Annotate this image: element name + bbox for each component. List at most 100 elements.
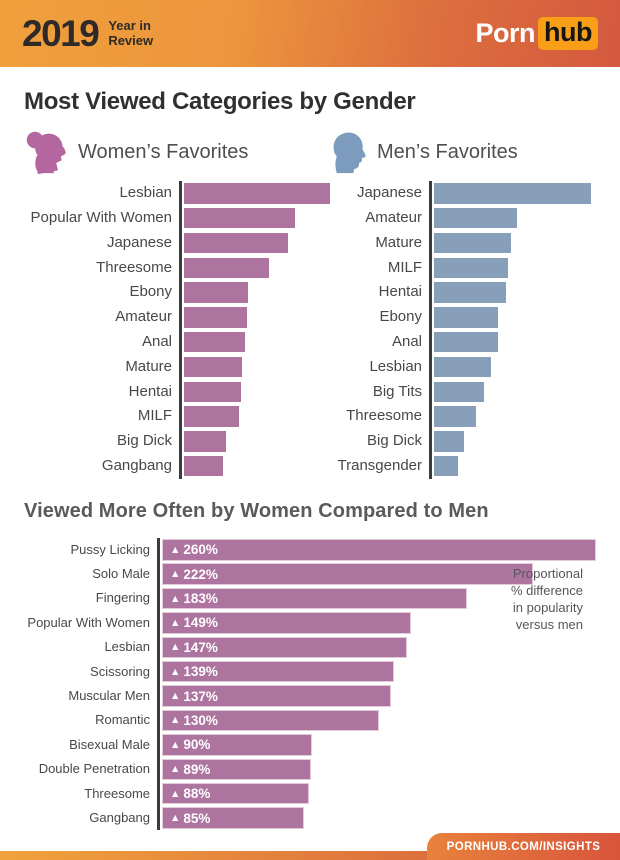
tagline-line1: Year in xyxy=(108,18,151,34)
bar-track xyxy=(179,453,323,479)
chart-row: Anal xyxy=(24,329,323,355)
bar-value-label: ▲ 90% xyxy=(163,737,210,752)
bar-track: ▲ 222% xyxy=(157,561,596,587)
bar-value-label: ▲ 88% xyxy=(163,786,210,801)
pornhub-logo: Porn hub xyxy=(475,16,598,51)
bar-category-label: MILF xyxy=(387,258,422,276)
bar-percent-value: 260% xyxy=(183,542,218,558)
insights-link-tab[interactable]: PORNHUB.COM/INSIGHTS xyxy=(427,833,620,860)
men-favorites-header: Men’s Favorites xyxy=(323,129,518,175)
chart-row: Ebony xyxy=(323,304,596,330)
bar-category-label: Romantic xyxy=(95,712,150,728)
bar-track: ▲ 130% xyxy=(157,708,596,733)
bar-track: ▲ 137% xyxy=(157,683,596,709)
bar-track xyxy=(429,181,596,206)
man-silhouette-icon xyxy=(333,132,366,174)
bar-category-label: Gangbang xyxy=(101,456,172,474)
up-triangle-icon: ▲ xyxy=(170,543,181,556)
bar-track xyxy=(179,230,323,256)
chart-row: Threesome ▲ 88% xyxy=(24,781,596,806)
bar-track xyxy=(179,428,323,454)
bar xyxy=(184,307,247,328)
bar-category-label: Mature xyxy=(375,233,422,251)
chart-row: MILF xyxy=(24,404,323,429)
bar-category-label: Mature xyxy=(125,357,172,375)
comparison-section-title: Viewed More Often by Women Compared to M… xyxy=(24,499,489,522)
bar-track xyxy=(429,304,596,330)
bar-value-label: ▲ 260% xyxy=(163,542,218,557)
bar-category-label: MILF xyxy=(137,407,172,425)
logo-porn-text: Porn xyxy=(475,17,536,48)
up-triangle-icon: ▲ xyxy=(170,763,181,776)
bar-category-label: Fingering xyxy=(95,590,150,606)
women-favorites-chart: Lesbian Popular With Women Japanese Threeso… xyxy=(24,181,330,479)
bar-percent-value: 137% xyxy=(183,688,218,704)
bar-value-label: ▲ 139% xyxy=(163,664,218,679)
up-triangle-icon: ▲ xyxy=(170,592,181,605)
chart-row: Lesbian ▲ 147% xyxy=(24,635,596,660)
bar-value-label: ▲ 89% xyxy=(163,762,210,777)
bar-category-label: Hentai xyxy=(378,283,422,301)
bar xyxy=(434,431,464,452)
bar-track: ▲ 183% xyxy=(157,586,596,611)
bar: ▲ 137% xyxy=(162,685,391,707)
gender-section-headers: Women’s Favorites Men’s Favorites xyxy=(24,129,596,175)
bar-category-label: Big Tits xyxy=(372,382,422,400)
men-favorites-title: Men’s Favorites xyxy=(377,140,518,163)
bar-category-label: Amateur xyxy=(365,208,422,226)
bar-track xyxy=(429,354,596,380)
bar-track xyxy=(429,329,596,355)
annotation-line2: % difference xyxy=(510,582,583,598)
annotation-line4: versus men xyxy=(515,616,583,632)
bar-track xyxy=(179,280,323,305)
up-triangle-icon: ▲ xyxy=(170,568,181,581)
bar-category-label: Solo Male xyxy=(92,566,150,581)
year-in-review-brand: 2019 Year in Review xyxy=(22,15,153,52)
header-banner: 2019 Year in Review Porn hub xyxy=(0,0,620,67)
bar-track: ▲ 149% xyxy=(157,610,596,636)
bar-category-label: Transgender xyxy=(337,456,423,474)
bar: ▲ 260% xyxy=(162,539,596,561)
bar-track xyxy=(429,255,596,281)
bar: ▲ 139% xyxy=(162,660,395,683)
bar xyxy=(434,232,511,254)
chart-row: Japanese xyxy=(323,181,596,206)
footer-bar xyxy=(0,851,620,860)
bar-track xyxy=(429,453,596,479)
chart-row: Fingering ▲ 183% xyxy=(24,586,596,611)
bar xyxy=(184,381,241,403)
bar-category-label: Ebony xyxy=(379,308,422,326)
bar-track xyxy=(179,255,323,281)
chart-row: Gangbang ▲ 85% xyxy=(24,805,596,831)
men-favorites-chart: Japanese Amateur Mature MILF Hentai Ebony Anal… xyxy=(323,181,596,479)
chart-row: Scissoring ▲ 139% xyxy=(24,659,596,684)
bar xyxy=(434,331,499,353)
bar xyxy=(434,282,507,303)
bar-category-label: Gangbang xyxy=(89,809,150,825)
page-title: Most Viewed Categories by Gender xyxy=(24,88,416,115)
bar-track xyxy=(179,181,330,206)
bar xyxy=(184,455,224,477)
up-triangle-icon: ▲ xyxy=(170,787,181,800)
bar-value-label: ▲ 137% xyxy=(163,689,218,704)
annotation-line1: Proportional xyxy=(512,566,583,581)
bar-category-label: Pussy Licking xyxy=(70,541,150,557)
bar-category-label: Japanese xyxy=(356,184,422,202)
bar: ▲ 90% xyxy=(162,734,313,756)
bar-track xyxy=(179,379,323,405)
bar: ▲ 130% xyxy=(162,709,379,732)
chart-row: Mature xyxy=(24,354,323,380)
bar xyxy=(184,356,243,378)
insights-url[interactable]: PORNHUB.COM/INSIGHTS xyxy=(446,840,601,853)
bar-track xyxy=(179,304,323,330)
top-charts-row: Lesbian Popular With Women Japanese Threeso… xyxy=(24,181,596,479)
chart-row: Double Penetration ▲ 89% xyxy=(24,757,596,782)
bar-track: ▲ 85% xyxy=(157,805,596,831)
bar-category-label: Japanese xyxy=(106,233,172,251)
bar-percent-value: 222% xyxy=(183,566,218,582)
bar-track: ▲ 260% xyxy=(157,537,596,562)
bar-category-label: Scissoring xyxy=(90,663,150,679)
bar xyxy=(184,183,330,204)
chart-row: Hentai xyxy=(323,280,596,305)
up-triangle-icon: ▲ xyxy=(170,616,181,629)
